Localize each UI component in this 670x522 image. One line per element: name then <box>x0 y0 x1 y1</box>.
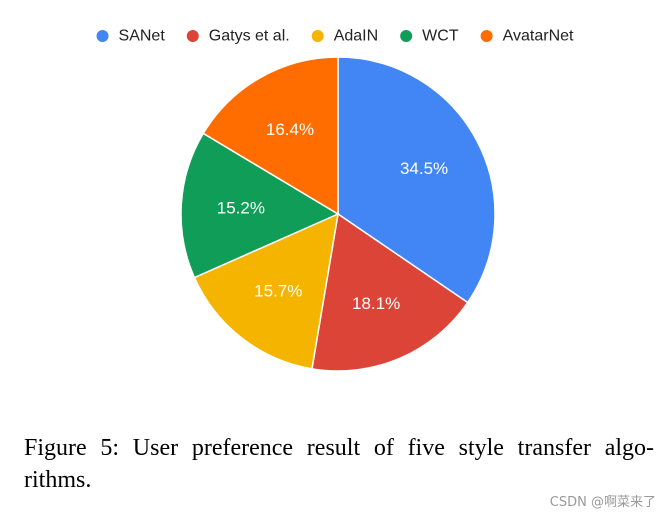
pie-slice-adain <box>193 212 339 370</box>
pie-slice-avatarnet <box>202 56 339 216</box>
pie-slice-gatys-et-al <box>311 212 469 372</box>
legend-item: Gatys et al. <box>186 28 290 45</box>
legend-item: AdaIN <box>311 28 378 45</box>
slice-label: 16.4% <box>266 120 314 139</box>
caption-line-2: rithms. <box>24 467 92 493</box>
watermark: CSDN @啊菜来了 <box>549 495 656 510</box>
pie-slices <box>180 56 496 372</box>
legend-item: AvatarNet <box>480 28 574 45</box>
legend-swatch <box>186 30 199 42</box>
legend-swatch <box>400 30 413 42</box>
legend-label: SANet <box>119 28 166 45</box>
legend-swatch <box>311 30 324 42</box>
figure-caption: Figure 5: User preference result of five… <box>24 432 654 496</box>
caption-line-1: Figure 5: User preference result of five… <box>24 435 654 461</box>
slice-label: 18.1% <box>352 294 400 313</box>
slice-labels: 34.5% 18.1% 15.7% 15.2% 16.4% <box>217 120 448 313</box>
legend-label: AdaIN <box>334 28 378 45</box>
pie-slice-sanet <box>337 56 496 304</box>
pie-chart: SANet Gatys et al. AdaIN WCT AvatarNet 34.5%… <box>96 28 574 372</box>
legend-item: WCT <box>400 28 459 45</box>
legend-label: Gatys et al. <box>209 28 290 45</box>
slice-label: 15.2% <box>217 199 265 218</box>
legend-label: AvatarNet <box>503 28 574 45</box>
slice-label: 15.7% <box>254 281 302 300</box>
legend-swatch <box>96 30 109 42</box>
legend-item: SANet <box>96 28 166 45</box>
pie-slice-wct <box>180 132 340 279</box>
legend-label: WCT <box>422 28 459 45</box>
slice-label: 34.5% <box>400 159 448 178</box>
legend-swatch <box>480 30 493 42</box>
legend: SANet Gatys et al. AdaIN WCT AvatarNet <box>96 28 574 45</box>
